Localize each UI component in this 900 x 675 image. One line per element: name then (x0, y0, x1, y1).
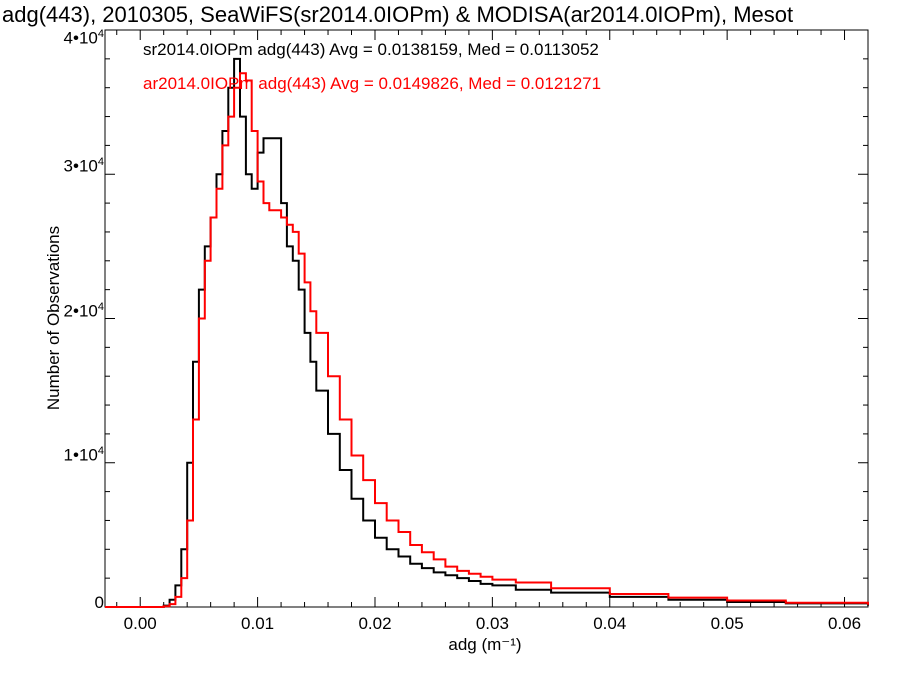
x-axis-label: adg (m⁻¹) (448, 635, 522, 654)
x-tick-label: 0.05 (710, 614, 744, 633)
y-tick-exponent: 4 (97, 300, 104, 313)
x-tick-label: 0.04 (593, 614, 627, 633)
y-tick-exponent: 4 (97, 156, 104, 169)
x-tick-label: 0.01 (241, 614, 275, 633)
y-tick-marks (105, 29, 868, 608)
series-line-black (105, 57, 869, 608)
y-tick-mantissa: 3•10 (63, 156, 98, 176)
y-tick-mantissa: 1•10 (63, 445, 98, 465)
y-tick-mantissa: 4•10 (63, 28, 98, 48)
y-tick-exponent: 4 (97, 28, 104, 40)
y-tick-mantissa: 0 (94, 593, 104, 612)
y-tick-mantissa: 2•10 (63, 301, 98, 321)
y-tick-label: 2•104 (54, 301, 104, 322)
chart-title: adg(443), 2010305, SeaWiFS(sr2014.0IOPm)… (2, 2, 794, 27)
y-tick-label: 4•104 (54, 28, 104, 49)
x-tick-label: 0.02 (358, 614, 392, 633)
x-tick-label: 0.06 (827, 614, 862, 633)
plot-frame (104, 29, 869, 608)
legend-entry-red: ar2014.0IOPm adg(443) Avg = 0.0149826, M… (143, 74, 602, 93)
y-tick-label: 0 (54, 593, 104, 613)
x-tick-label: 0.03 (475, 614, 509, 633)
y-tick-label: 1•104 (54, 445, 104, 466)
legend-entry-black: sr2014.0IOPm adg(443) Avg = 0.0138159, M… (143, 40, 599, 59)
y-tick-exponent: 4 (97, 444, 104, 457)
y-tick-label: 3•104 (54, 156, 104, 177)
series-line-red (105, 72, 869, 608)
series-lines (105, 57, 869, 608)
x-tick-label: 0.00 (123, 614, 157, 633)
